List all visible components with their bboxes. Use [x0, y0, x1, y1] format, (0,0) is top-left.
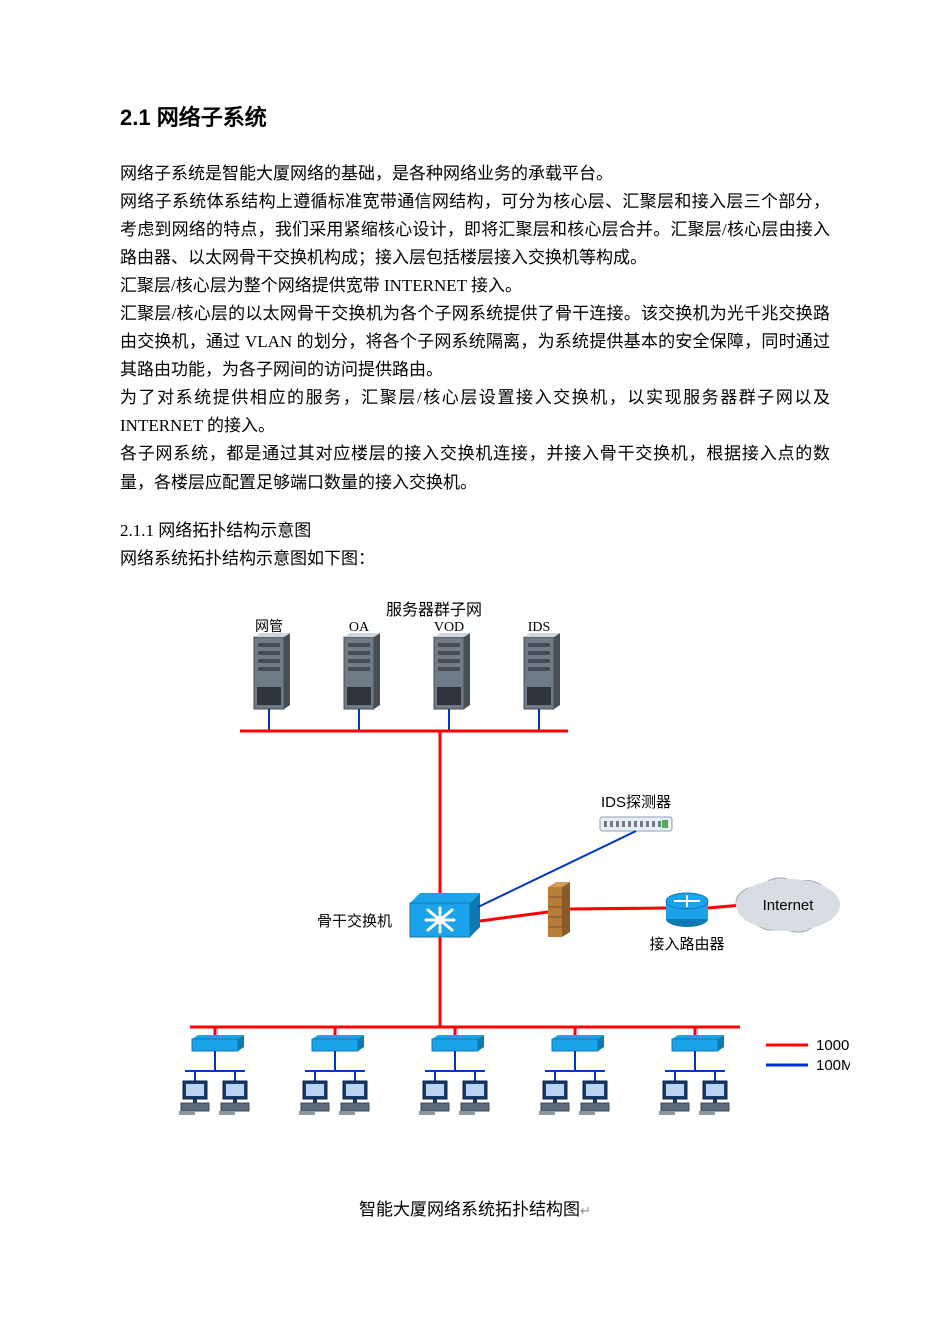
- paragraph-2: 网络子系统体系结构上遵循标准宽带通信网结构，可分为核心层、汇聚层和接入层三个部分…: [120, 188, 830, 272]
- svg-text:VOD: VOD: [434, 620, 464, 635]
- diagram-caption: 智能大厦网络系统拓扑结构图↵: [120, 1195, 830, 1220]
- svg-text:100M: 100M: [816, 1057, 850, 1074]
- svg-text:Internet: Internet: [763, 897, 815, 914]
- subsection-line: 网络系统拓扑结构示意图如下图：: [120, 545, 830, 573]
- svg-text:IDS探测器: IDS探测器: [601, 794, 671, 811]
- paragraph-4: 汇聚层/核心层的以太网骨干交换机为各个子网系统提供了骨干连接。该交换机为光千兆交…: [120, 300, 830, 384]
- svg-text:OA: OA: [349, 620, 370, 635]
- paragraph-3: 汇聚层/核心层为整个网络提供宽带 INTERNET 接入。: [120, 272, 830, 300]
- svg-text:IDS: IDS: [528, 620, 551, 635]
- topology-svg: 服务器群子网网管 OA VOD IDS 骨干交换机 IDS探测器接入路由器 Internet…: [120, 597, 850, 1177]
- paragraph-6: 各子网系统，都是通过其对应楼层的接入交换机连接，并接入骨干交换机，根据接入点的数…: [120, 440, 830, 496]
- paragraph-1: 网络子系统是智能大厦网络的基础，是各种网络业务的承载平台。: [120, 160, 830, 188]
- svg-text:1000M: 1000M: [816, 1037, 850, 1054]
- svg-text:骨干交换机: 骨干交换机: [317, 912, 392, 930]
- topology-diagram: 服务器群子网网管 OA VOD IDS 骨干交换机 IDS探测器接入路由器 Internet…: [120, 597, 830, 1177]
- subsection-heading: 2.1.1 网络拓扑结构示意图: [120, 517, 830, 545]
- document-page: 2.1 网络子系统 网络子系统是智能大厦网络的基础，是各种网络业务的承载平台。 …: [0, 0, 950, 1260]
- svg-text:服务器群子网: 服务器群子网: [386, 601, 482, 619]
- paragraph-5: 为了对系统提供相应的服务，汇聚层/核心层设置接入交换机，以实现服务器群子网以及 …: [120, 384, 830, 440]
- svg-text:网管: 网管: [255, 619, 283, 635]
- section-heading: 2.1 网络子系统: [120, 100, 830, 132]
- svg-text:接入路由器: 接入路由器: [649, 936, 724, 953]
